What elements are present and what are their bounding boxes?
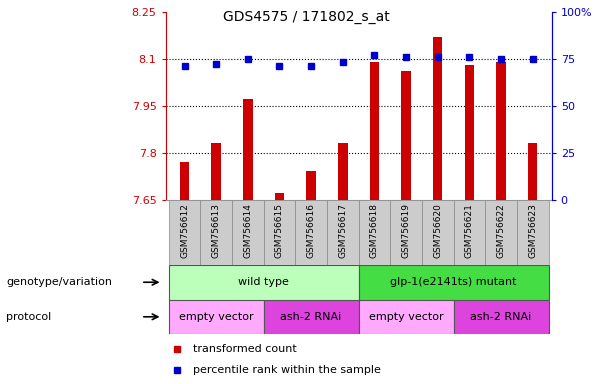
Text: ash-2 RNAi: ash-2 RNAi xyxy=(470,312,531,322)
Text: GSM756612: GSM756612 xyxy=(180,203,189,258)
Text: GSM756621: GSM756621 xyxy=(465,203,474,258)
Bar xyxy=(465,65,474,200)
Bar xyxy=(433,36,443,200)
Bar xyxy=(169,300,264,334)
Text: GSM756613: GSM756613 xyxy=(211,203,221,258)
Text: wild type: wild type xyxy=(238,277,289,287)
Text: GSM756615: GSM756615 xyxy=(275,203,284,258)
Text: empty vector: empty vector xyxy=(179,312,253,322)
Text: glp-1(e2141ts) mutant: glp-1(e2141ts) mutant xyxy=(390,277,517,287)
Bar xyxy=(390,200,422,265)
Bar xyxy=(338,143,348,200)
Text: genotype/variation: genotype/variation xyxy=(6,277,112,287)
Bar xyxy=(232,200,264,265)
Bar xyxy=(327,200,359,265)
Bar xyxy=(454,200,485,265)
Bar xyxy=(264,200,295,265)
Text: GSM756622: GSM756622 xyxy=(497,203,506,258)
Text: GSM756618: GSM756618 xyxy=(370,203,379,258)
Bar xyxy=(200,200,232,265)
Text: GSM756617: GSM756617 xyxy=(338,203,348,258)
Text: GDS4575 / 171802_s_at: GDS4575 / 171802_s_at xyxy=(223,10,390,23)
Bar xyxy=(359,265,549,300)
Bar xyxy=(295,200,327,265)
Bar xyxy=(169,265,359,300)
Bar xyxy=(528,143,538,200)
Bar xyxy=(169,200,200,265)
Bar xyxy=(359,300,454,334)
Text: percentile rank within the sample: percentile rank within the sample xyxy=(192,365,381,375)
Bar xyxy=(402,71,411,200)
Text: GSM756623: GSM756623 xyxy=(528,203,537,258)
Text: protocol: protocol xyxy=(6,312,51,322)
Bar xyxy=(454,300,549,334)
Bar xyxy=(497,62,506,200)
Text: ash-2 RNAi: ash-2 RNAi xyxy=(281,312,342,322)
Text: GSM756616: GSM756616 xyxy=(306,203,316,258)
Bar xyxy=(180,162,189,200)
Text: GSM756619: GSM756619 xyxy=(402,203,411,258)
Text: transformed count: transformed count xyxy=(192,344,296,354)
Bar xyxy=(422,200,454,265)
Bar xyxy=(211,143,221,200)
Bar xyxy=(359,200,390,265)
Bar xyxy=(517,200,549,265)
Bar xyxy=(370,62,379,200)
Bar xyxy=(485,200,517,265)
Bar xyxy=(275,194,284,200)
Text: GSM756620: GSM756620 xyxy=(433,203,442,258)
Bar xyxy=(243,99,253,200)
Bar xyxy=(264,300,359,334)
Text: empty vector: empty vector xyxy=(369,312,443,322)
Bar xyxy=(306,171,316,200)
Text: GSM756614: GSM756614 xyxy=(243,203,253,258)
